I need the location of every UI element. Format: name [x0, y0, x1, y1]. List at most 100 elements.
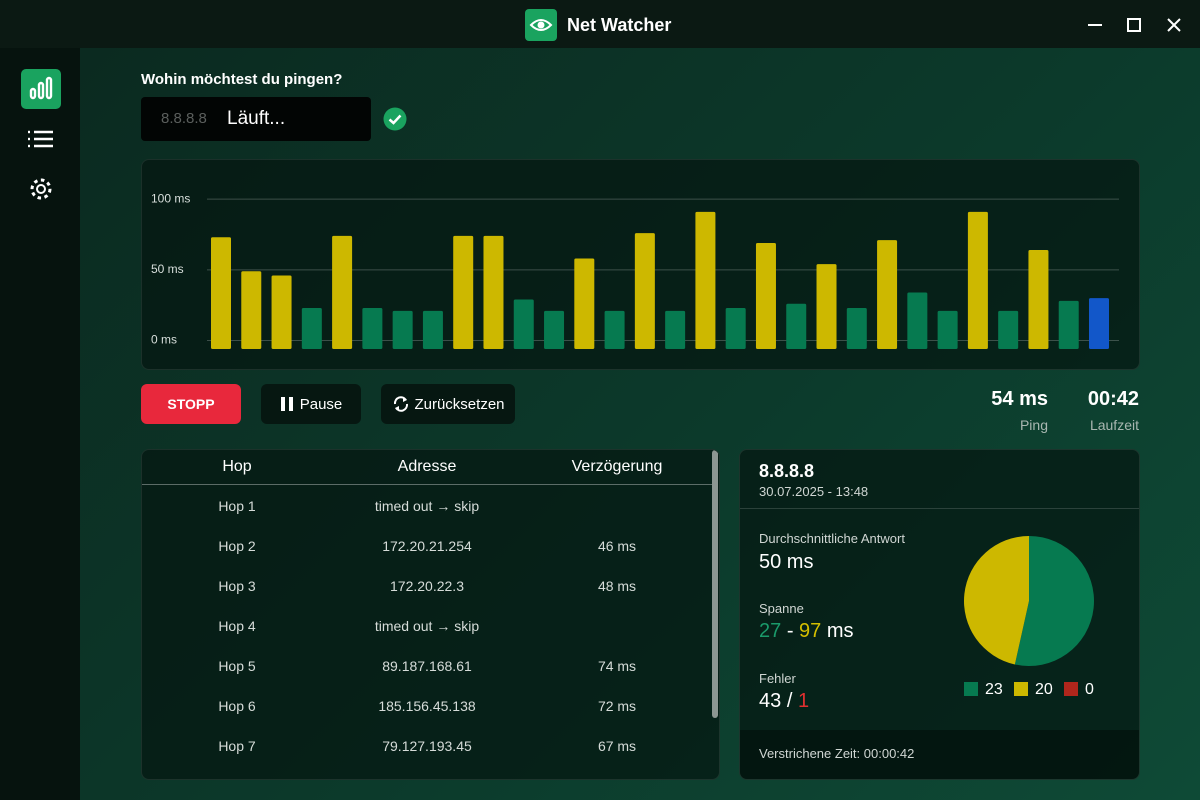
bar [241, 271, 262, 349]
table-cell: 46 ms [597, 538, 637, 554]
bar [998, 310, 1019, 349]
status-ok-icon [383, 107, 407, 131]
runtime-label: Laufzeit [1089, 417, 1139, 433]
legend-swatch [964, 682, 978, 696]
prompt-label: Wohin möchtest du pingen? [141, 71, 343, 88]
table-cell: 48 ms [597, 578, 637, 594]
reset-button[interactable]: Zurücksetzen [381, 384, 515, 424]
pause-button[interactable]: Pause [261, 384, 361, 424]
status-text: Läuft... [227, 108, 286, 129]
table-cell: Hop 5 [218, 658, 256, 674]
window-controls[interactable] [1080, 12, 1190, 38]
table-cell: Hop 7 [218, 738, 256, 754]
table-cell: Hop 2 [218, 538, 256, 554]
bar [211, 237, 231, 349]
bar [786, 303, 807, 349]
table-cell: 89.187.168.61 [382, 658, 472, 674]
bar [422, 310, 443, 349]
errors-label: Fehler [759, 671, 796, 686]
table-header-divider [142, 484, 714, 485]
table-cell: 67 ms [597, 738, 637, 754]
bar [544, 310, 565, 349]
legend-label: 20 [1035, 681, 1053, 698]
table-header: Hop [222, 458, 252, 475]
hop-table: Hop Adresse Verzögerung Hop 1 timed out → sk… [141, 449, 720, 780]
pie-slice [963, 536, 1029, 665]
table-cell: 79.127.193.45 [382, 738, 472, 754]
legend-swatch [1064, 682, 1078, 696]
errors-ok: 43 [759, 690, 782, 712]
span-min: 27 [759, 620, 782, 642]
table-cell: 74 ms [597, 658, 637, 674]
summary-divider [740, 508, 1139, 509]
ping-chart: 0 ms 50 ms 100 ms [151, 191, 1119, 349]
table-cell: Hop 4 [218, 618, 256, 634]
y-tick-label: 0 ms [151, 333, 177, 347]
nav-icons[interactable] [20, 68, 62, 208]
legend-swatch [1014, 682, 1028, 696]
legend-label: 23 [985, 681, 1003, 698]
bar [634, 233, 655, 349]
avg-value: 50 ms [759, 551, 814, 573]
span-max: 97 [799, 620, 822, 642]
summary-host: 8.8.8.8 [759, 461, 815, 481]
span-label: Spanne [759, 601, 804, 616]
bar [846, 308, 867, 349]
table-cell: Hop 1 [218, 498, 256, 514]
bar [301, 308, 322, 349]
bar [483, 235, 504, 349]
table-cell: 72 ms [597, 698, 637, 714]
title-bar: Net Watcher [0, 0, 1200, 48]
errors-separator: / [786, 690, 793, 712]
bar [574, 258, 595, 349]
table-cell: timed out → skip [374, 498, 480, 514]
table-cell: timed out → skip [374, 618, 480, 634]
span-unit: ms [826, 620, 854, 642]
bar [513, 299, 534, 349]
table-cell: Hop 6 [218, 698, 256, 714]
table-header: Verzögerung [571, 458, 663, 475]
bar [967, 211, 988, 349]
span-separator: - [786, 620, 794, 642]
bar [907, 292, 928, 349]
y-tick-label: 50 ms [151, 262, 184, 276]
elapsed-text: Verstrichene Zeit: 00:00:42 [759, 746, 915, 761]
bar [1089, 298, 1109, 349]
ping-label: Ping [968, 417, 1048, 433]
stop-button[interactable]: STOPP [141, 384, 241, 424]
bar [1028, 250, 1049, 349]
ping-label-text: Ping [1019, 417, 1048, 433]
pie-slice [1014, 536, 1094, 666]
y-tick-label: 100 ms [151, 191, 190, 205]
sidebar [0, 48, 80, 800]
bar [362, 308, 383, 349]
table-cell: 185.156.45.138 [378, 698, 476, 714]
window-title: Net Watcher [567, 15, 672, 35]
table-header: Adresse [397, 458, 457, 475]
summary-date: 30.07.2025 - 13:48 [759, 484, 869, 499]
bar [392, 310, 413, 349]
table-cell: Hop 3 [218, 578, 256, 594]
bar [453, 235, 474, 349]
bar [725, 308, 746, 349]
bar [755, 242, 776, 349]
ping-value: 54 ms [991, 388, 1048, 410]
table-cell: 172.20.21.254 [382, 538, 472, 554]
reset-icon [394, 396, 409, 412]
legend-label: 0 [1085, 681, 1094, 698]
app-icon [525, 9, 557, 41]
reset-label: Zurücksetzen [414, 395, 505, 413]
bar [604, 310, 625, 349]
scrollbar[interactable] [712, 450, 718, 718]
result-pie: 23 20 0 [963, 536, 1094, 698]
errors-value: 43 / 1 [759, 690, 809, 713]
bar [937, 310, 958, 349]
bar [1058, 300, 1079, 349]
runtime-value: 00:42 [1087, 388, 1139, 410]
summary-footer [740, 730, 1139, 779]
bar [816, 264, 837, 349]
host-input[interactable]: 8.8.8.8 Läuft... [141, 97, 371, 141]
pause-icon [280, 397, 293, 411]
bar [695, 211, 716, 349]
bar [332, 235, 353, 349]
